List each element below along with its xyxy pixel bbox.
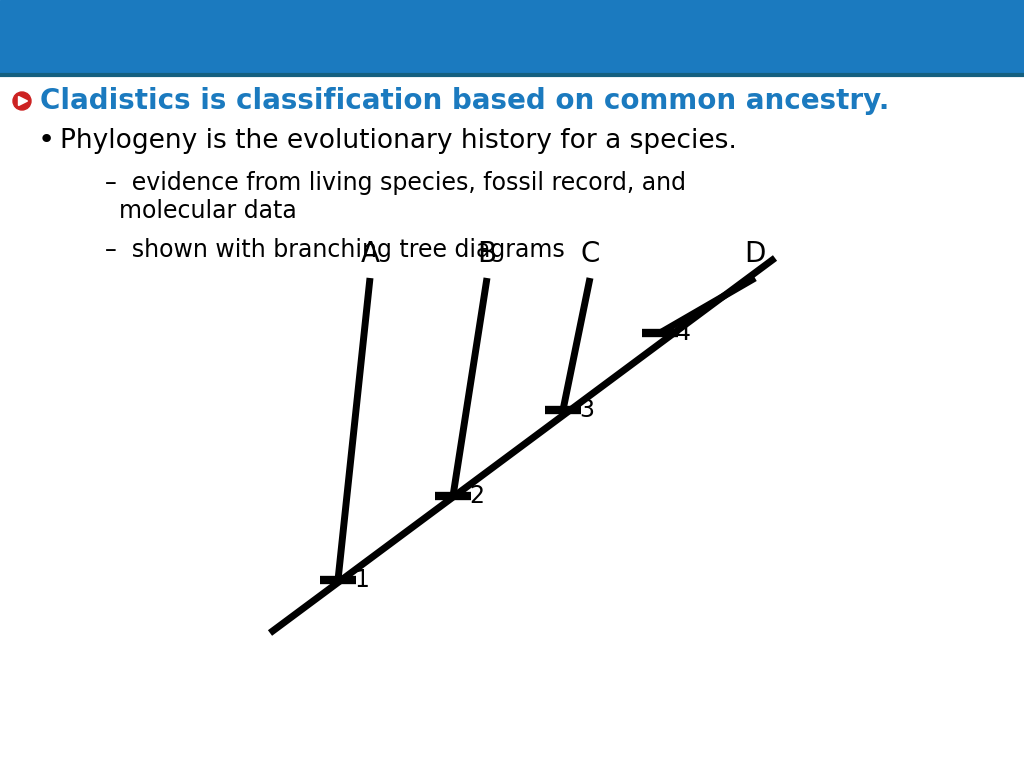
Text: A: A [360, 240, 380, 268]
Text: D: D [744, 240, 766, 268]
Text: molecular data: molecular data [119, 199, 297, 223]
Text: 1: 1 [354, 568, 369, 592]
Text: 4: 4 [676, 321, 691, 345]
Text: C: C [581, 240, 600, 268]
Text: Cladistics is classification based on common ancestry.: Cladistics is classification based on co… [40, 87, 890, 115]
Text: B: B [477, 240, 497, 268]
Text: –  evidence from living species, fossil record, and: – evidence from living species, fossil r… [105, 171, 686, 195]
Circle shape [13, 92, 31, 110]
Text: •: • [38, 126, 55, 154]
Polygon shape [18, 97, 28, 105]
Text: Phylogeny is the evolutionary history for a species.: Phylogeny is the evolutionary history fo… [60, 128, 737, 154]
Bar [0, 0, 1024, 75]
Text: 3: 3 [579, 398, 594, 422]
Text: 2: 2 [469, 484, 484, 508]
Text: –  shown with branching tree diagrams: – shown with branching tree diagrams [105, 238, 565, 262]
